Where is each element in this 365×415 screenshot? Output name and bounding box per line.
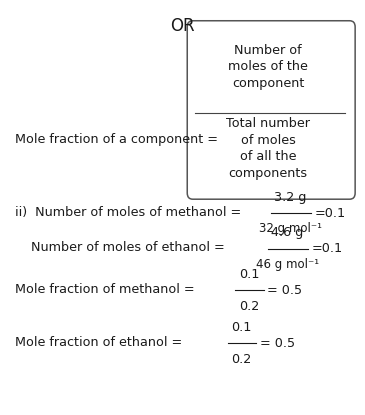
Text: of moles: of moles: [241, 134, 296, 146]
Text: Mole fraction of ethanol =: Mole fraction of ethanol =: [15, 336, 182, 349]
Text: Number of: Number of: [234, 44, 302, 56]
Text: Total number: Total number: [226, 117, 310, 130]
Text: 0.1: 0.1: [231, 321, 252, 334]
Text: component: component: [232, 77, 304, 90]
Text: ii)  Number of moles of methanol =: ii) Number of moles of methanol =: [15, 206, 241, 219]
Text: 32 g mol⁻¹: 32 g mol⁻¹: [259, 222, 322, 235]
Text: Number of moles of ethanol =: Number of moles of ethanol =: [31, 241, 225, 254]
Text: moles of the: moles of the: [228, 60, 308, 73]
Text: = 0.5: = 0.5: [260, 337, 295, 350]
Text: 46 g mol⁻¹: 46 g mol⁻¹: [256, 258, 319, 271]
Text: =0.1: =0.1: [315, 207, 346, 220]
Text: of all the: of all the: [240, 150, 296, 163]
Text: components: components: [229, 167, 308, 180]
Text: 0.2: 0.2: [231, 353, 252, 366]
Text: 3.2 g: 3.2 g: [274, 191, 306, 204]
Text: OR: OR: [170, 17, 195, 35]
Text: = 0.5: = 0.5: [267, 283, 302, 297]
Text: 0.1: 0.1: [239, 268, 259, 281]
FancyBboxPatch shape: [187, 21, 355, 199]
Text: Mole fraction of a component =: Mole fraction of a component =: [15, 132, 218, 146]
Text: 4.6 g: 4.6 g: [272, 227, 304, 239]
Text: =0.1: =0.1: [312, 242, 343, 255]
Text: Mole fraction of methanol =: Mole fraction of methanol =: [15, 283, 194, 296]
Text: 0.2: 0.2: [239, 300, 259, 312]
